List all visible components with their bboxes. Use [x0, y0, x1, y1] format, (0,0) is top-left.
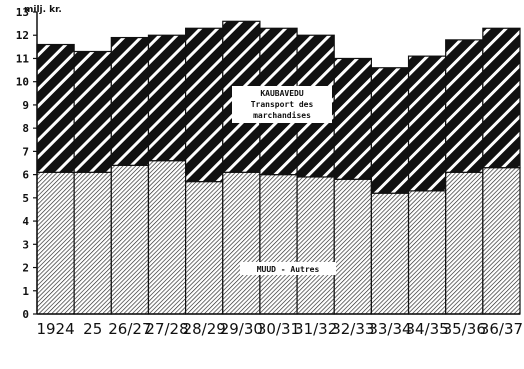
x-category-label-4: 28/29	[183, 320, 226, 338]
x-category-label-0: 1924	[36, 320, 74, 338]
bar-transport-2	[110, 36, 150, 166]
x-category-label-2: 26/27	[108, 320, 151, 338]
bar-autres-0	[36, 171, 75, 315]
y-tick-label-13: 13	[16, 6, 29, 19]
y-tick-label-7: 7	[22, 145, 29, 158]
bar-transport-10	[407, 55, 447, 192]
bar-transport-1	[73, 50, 112, 173]
bar-transport-9	[370, 67, 410, 194]
bar-autres-12	[482, 167, 521, 315]
upper-series-label: KAUBAVEDU Transport des marchandises	[232, 86, 332, 123]
y-tick-label-2: 2	[22, 262, 29, 275]
x-category-label-1: 25	[83, 320, 102, 338]
y-tick-label-1: 1	[22, 285, 29, 298]
upper-label-line3: marchandises	[253, 110, 311, 120]
upper-label-line2: Transport des	[251, 100, 314, 109]
bar-transport-0	[36, 43, 75, 173]
bar-transport-12	[482, 27, 521, 169]
x-category-label-5: 29/30	[220, 320, 263, 338]
x-category-label-8: 32/33	[331, 320, 374, 338]
y-tick-label-11: 11	[16, 52, 30, 65]
y-tick-label-10: 10	[16, 76, 29, 89]
upper-label-box	[232, 86, 332, 123]
y-axis-unit-label: milj. kr.	[24, 5, 62, 15]
bar-autres-8	[333, 178, 372, 315]
bar-autres-5	[222, 171, 261, 315]
x-category-label-11: 35/36	[443, 320, 486, 338]
x-category-label-10: 34/35	[405, 320, 448, 338]
bar-autres-7	[296, 176, 335, 315]
y-tick-label-5: 5	[22, 192, 29, 205]
bar-autres-2	[110, 164, 150, 315]
y-tick-label-12: 12	[16, 29, 29, 42]
y-tick-label-9: 9	[22, 99, 29, 112]
y-tick-label-0: 0	[22, 308, 29, 321]
y-tick-label-8: 8	[22, 122, 29, 135]
x-category-label-12: 36/37	[480, 320, 523, 338]
bar-autres-3	[147, 160, 187, 315]
bar-autres-9	[370, 192, 410, 315]
bar-autres-1	[73, 171, 112, 315]
lower-label-text: MUUD - Autres	[257, 265, 320, 274]
lower-label-box	[240, 262, 336, 275]
x-category-label-9: 33/34	[368, 320, 411, 338]
bar-autres-10	[407, 190, 447, 315]
bar-transport-11	[445, 39, 484, 173]
bar-transport-8	[333, 57, 372, 180]
x-axis-labels: 1924 25 26/2727/2828/2929/3030/3131/3232/3…	[36, 320, 523, 338]
bar-autres-4	[185, 180, 224, 315]
bar-autres-6	[259, 174, 298, 315]
bar-autres-11	[445, 171, 484, 315]
lower-series-label: MUUD - Autres	[240, 262, 336, 275]
x-category-label-3: 27/28	[145, 320, 188, 338]
bar-transport-4	[185, 27, 224, 183]
x-category-label-7: 31/32	[294, 320, 337, 338]
upper-label-line1: KAUBAVEDU	[260, 89, 304, 98]
y-tick-label-6: 6	[22, 169, 29, 182]
bars-group	[36, 20, 521, 315]
x-category-label-6: 30/31	[257, 320, 300, 338]
bar-transport-3	[147, 34, 187, 162]
y-tick-label-3: 3	[22, 238, 29, 251]
y-tick-label-4: 4	[22, 215, 29, 228]
